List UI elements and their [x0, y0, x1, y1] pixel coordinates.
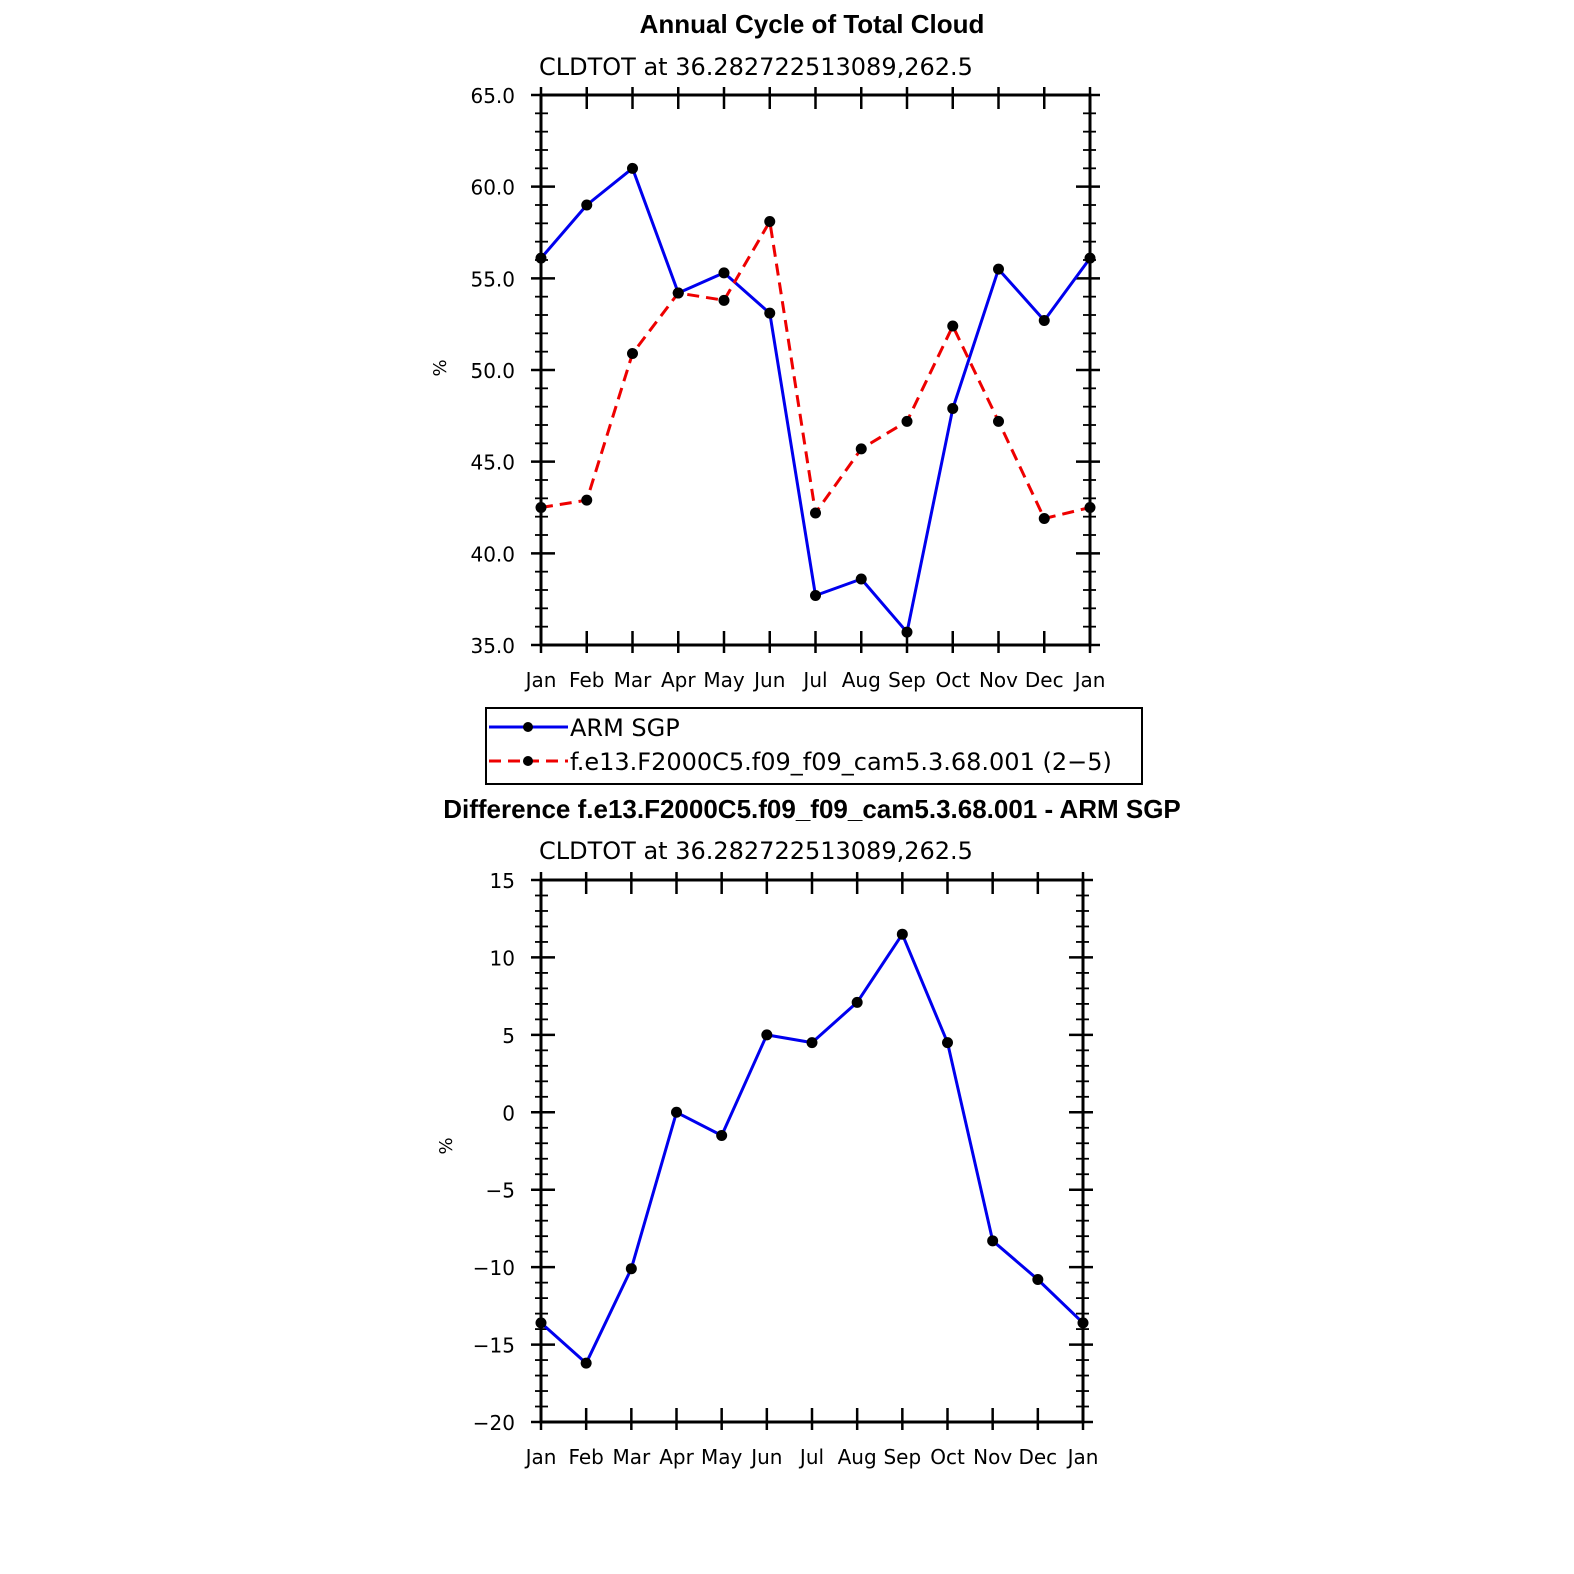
data-point — [764, 216, 776, 227]
y-tick-label: −10 — [473, 1256, 515, 1280]
legend-marker-arm-sgp — [523, 722, 533, 732]
series-line-0 — [540, 932, 1085, 1365]
annual-cycle-chart: Annual Cycle of Total Cloud CLDTOT at 36… — [430, 9, 1105, 692]
x-tick-label: Jan — [1073, 668, 1106, 692]
y-axis-label: % — [430, 359, 451, 376]
series-line-0 — [539, 166, 1092, 634]
difference-chart: Difference f.e13.F2000C5.f09_f09_cam5.3.… — [436, 794, 1181, 1469]
y-tick-label: 65.0 — [470, 84, 515, 108]
x-tick-label: Oct — [935, 668, 970, 692]
data-point — [947, 403, 959, 414]
y-axis-label: % — [436, 1137, 457, 1154]
data-point — [993, 263, 1004, 275]
data-point — [671, 1106, 682, 1118]
data-point — [806, 1037, 818, 1049]
y-tick-label: 40.0 — [470, 542, 515, 566]
y-tick-label: 15 — [490, 869, 515, 893]
y-tick-label: 55.0 — [470, 267, 515, 291]
x-tick-label: Jan — [1066, 1445, 1099, 1469]
series-lines — [535, 162, 1096, 638]
y-tick-label: −5 — [486, 1179, 515, 1203]
x-tick-label: Nov — [979, 668, 1018, 692]
data-point — [1038, 513, 1050, 524]
legend-label-model: f.e13.F2000C5.f09_f09_cam5.3.68.001 (2−5… — [570, 748, 1112, 776]
data-point — [896, 928, 908, 940]
data-point — [942, 1037, 953, 1049]
data-point — [580, 1357, 592, 1369]
series-lines — [535, 928, 1089, 1369]
x-tick-label: Apr — [659, 1445, 694, 1469]
legend: ARM SGP f.e13.F2000C5.f09_f09_cam5.3.68.… — [485, 707, 1143, 785]
data-point — [993, 415, 1004, 427]
x-tick-label: Dec — [1025, 668, 1064, 692]
axis-ticks: Jan Feb Mar Apr May Jun Jul Aug Sep Oct Nov Dec Jan 3… — [470, 84, 1105, 692]
chart-title: Annual Cycle of Total Cloud — [640, 9, 985, 39]
x-tick-label: Mar — [612, 1445, 651, 1469]
plot-frame — [539, 93, 1092, 647]
x-tick-label: Nov — [973, 1445, 1012, 1469]
x-tick-label: Sep — [883, 1445, 921, 1469]
x-tick-label: Sep — [888, 668, 926, 692]
data-point — [851, 996, 863, 1008]
y-tick-label: 60.0 — [470, 176, 515, 200]
x-tick-label: Feb — [568, 1445, 603, 1469]
x-tick-label: Feb — [569, 668, 604, 692]
data-point — [672, 287, 684, 299]
data-point — [764, 307, 776, 319]
x-tick-label: Aug — [842, 668, 881, 692]
data-point — [716, 1130, 728, 1142]
data-point — [718, 267, 730, 279]
data-point — [901, 415, 913, 427]
series-line-1 — [540, 220, 1091, 520]
data-point — [987, 1235, 999, 1247]
x-tick-label: Jul — [798, 1445, 824, 1469]
y-tick-label: 35.0 — [470, 634, 515, 658]
chart-subtitle: CLDTOT at 36.282722513089,262.5 — [539, 837, 973, 865]
y-tick-label: −20 — [473, 1411, 515, 1435]
data-point — [855, 443, 867, 455]
x-tick-label: Jan — [524, 668, 557, 692]
x-tick-label: Jun — [752, 668, 785, 692]
legend-label-arm-sgp: ARM SGP — [570, 714, 680, 742]
x-tick-label: Aug — [838, 1445, 877, 1469]
x-tick-label: Mar — [614, 668, 653, 692]
data-point — [718, 294, 730, 306]
y-tick-label: 0 — [502, 1101, 515, 1125]
chart-subtitle: CLDTOT at 36.282722513089,262.5 — [539, 53, 973, 81]
x-tick-label: May — [703, 668, 745, 692]
y-tick-label: −15 — [473, 1334, 515, 1358]
plot-frame — [539, 878, 1085, 1424]
data-point — [1038, 315, 1050, 326]
data-point — [947, 320, 959, 332]
data-point — [810, 590, 821, 601]
data-point — [581, 494, 593, 506]
data-point — [581, 199, 593, 211]
data-point — [627, 348, 638, 359]
axis-ticks: Jan Feb Mar Apr May Jun Jul Aug Sep Oct Nov Dec Jan−… — [473, 869, 1099, 1469]
x-tick-label: Dec — [1018, 1445, 1057, 1469]
x-tick-label: Apr — [661, 668, 696, 692]
data-point — [810, 507, 821, 519]
data-point — [1032, 1274, 1044, 1286]
y-tick-label: 50.0 — [470, 359, 515, 383]
x-tick-label: Oct — [930, 1445, 965, 1469]
y-tick-label: 5 — [502, 1024, 515, 1048]
y-tick-label: 45.0 — [470, 451, 515, 475]
data-point — [761, 1029, 773, 1041]
legend-marker-model — [523, 756, 533, 766]
x-tick-label: Jan — [524, 1445, 557, 1469]
data-point — [627, 162, 638, 174]
x-tick-label: May — [701, 1445, 743, 1469]
data-point — [625, 1263, 637, 1275]
data-point — [901, 626, 913, 638]
legend-box — [485, 707, 1143, 785]
chart-title: Difference f.e13.F2000C5.f09_f09_cam5.3.… — [443, 794, 1181, 824]
x-tick-label: Jul — [801, 668, 827, 692]
data-point — [855, 573, 867, 585]
y-tick-label: 10 — [490, 946, 515, 970]
x-tick-label: Jun — [749, 1445, 782, 1469]
